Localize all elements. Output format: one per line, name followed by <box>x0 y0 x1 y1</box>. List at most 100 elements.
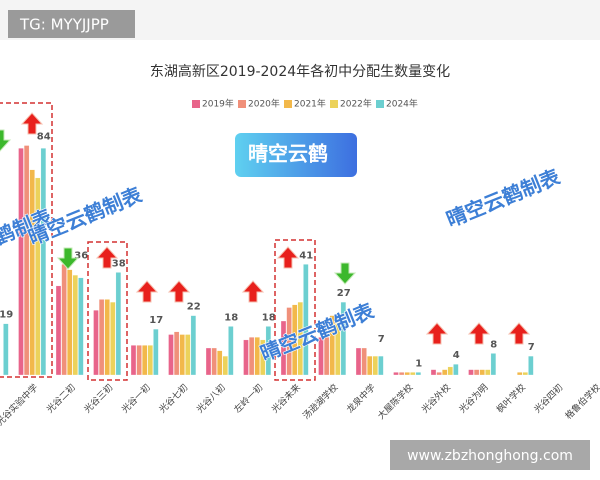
bar <box>18 148 24 376</box>
bar <box>248 337 255 376</box>
bar <box>115 272 122 376</box>
bar <box>329 315 335 376</box>
bar <box>228 326 234 376</box>
bar <box>72 274 78 376</box>
bar <box>335 320 341 376</box>
bar <box>185 334 191 376</box>
legend-label: 2022年 <box>340 98 372 110</box>
data-label: 19 <box>0 310 13 321</box>
panel <box>0 40 600 480</box>
bar <box>265 326 272 376</box>
highlight-box <box>87 241 128 381</box>
bar <box>393 372 399 376</box>
bar <box>78 277 84 376</box>
data-label: 17 <box>149 315 163 326</box>
bar <box>98 299 105 376</box>
bar <box>490 353 497 376</box>
bar <box>67 269 73 376</box>
data-label: 8 <box>490 339 497 350</box>
bar <box>442 369 448 376</box>
bar <box>404 372 410 376</box>
bar <box>528 355 534 376</box>
bar <box>447 366 453 376</box>
bar <box>292 304 298 376</box>
tag-box <box>8 10 135 38</box>
bar <box>130 345 137 376</box>
data-label: 27 <box>337 288 351 299</box>
legend-swatch <box>284 100 292 108</box>
data-label: 7 <box>528 342 535 353</box>
bar <box>260 339 266 376</box>
chart-title: 东湖高新区2019-2024年各初中分配生数量变化 <box>150 63 450 80</box>
bar <box>61 264 67 376</box>
bar <box>522 372 528 376</box>
bar <box>222 355 228 376</box>
legend: 2019年 2020年 2021年 2022年 2024年 <box>192 98 418 110</box>
bar <box>280 320 287 376</box>
bar <box>479 369 485 376</box>
bar <box>436 372 442 376</box>
bar <box>173 331 180 376</box>
data-label: 41 <box>299 250 313 261</box>
bar <box>378 355 384 376</box>
bar <box>217 350 223 376</box>
bar <box>517 372 523 376</box>
bar <box>372 355 378 376</box>
bar <box>323 337 330 376</box>
bar <box>190 315 197 376</box>
legend-label: 2021年 <box>294 98 326 110</box>
bar <box>318 337 324 376</box>
legend-swatch <box>192 100 200 108</box>
bar <box>355 347 362 376</box>
bar <box>110 301 116 376</box>
data-label: 1 <box>415 358 422 369</box>
bar <box>410 372 416 376</box>
logo: 晴空云鹤 <box>248 142 328 166</box>
bar <box>3 323 9 376</box>
bar <box>136 345 142 376</box>
logo-box <box>235 133 357 177</box>
bar <box>179 334 185 376</box>
logo-sub: 公众号 <box>361 141 372 169</box>
bar <box>93 310 99 376</box>
data-label: 36 <box>74 250 88 261</box>
highlight-box <box>0 102 53 378</box>
bar <box>243 339 249 376</box>
bar <box>104 299 110 376</box>
bar <box>398 372 405 376</box>
data-label: 18 <box>224 312 238 323</box>
highlight-box <box>274 239 316 381</box>
bar <box>468 369 474 376</box>
bar <box>55 285 62 376</box>
bar <box>473 369 480 376</box>
data-label: 18 <box>262 312 276 323</box>
bar <box>340 301 347 376</box>
bar <box>367 355 373 376</box>
data-label: 4 <box>453 350 460 361</box>
bar <box>23 145 30 376</box>
site-box <box>390 440 590 470</box>
bar <box>142 345 148 376</box>
tag: TG: MYYJJPP <box>19 16 109 34</box>
legend-label: 2020年 <box>248 98 280 110</box>
bar <box>40 148 47 376</box>
legend-swatch <box>330 100 338 108</box>
bar <box>211 347 217 376</box>
bar <box>361 347 367 376</box>
legend-swatch <box>238 100 246 108</box>
bar <box>453 364 459 376</box>
bar <box>286 307 292 376</box>
bar <box>153 328 159 376</box>
legend-label: 2024年 <box>386 98 418 110</box>
data-label: 7 <box>378 334 385 345</box>
bar <box>147 345 153 376</box>
bar <box>254 337 260 376</box>
bar <box>168 334 174 376</box>
bar <box>415 372 422 376</box>
bar <box>303 264 309 376</box>
bar <box>35 177 41 376</box>
data-label: 84 <box>37 132 51 143</box>
data-label: 38 <box>112 258 126 269</box>
